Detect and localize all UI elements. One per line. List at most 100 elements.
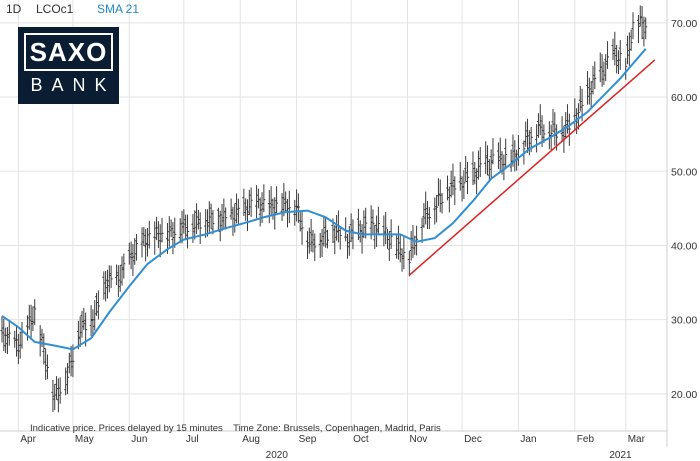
y-tick-label: 60.00 (671, 92, 697, 104)
price-bar (102, 271, 106, 300)
price-bar (629, 29, 633, 51)
price-bar (360, 224, 364, 254)
price-bar (387, 231, 391, 261)
price-bar (145, 227, 149, 257)
price-bar (322, 215, 326, 247)
price-bar (282, 183, 286, 217)
price-bar (553, 112, 557, 146)
price-bar (45, 354, 49, 380)
price-bar (298, 211, 302, 232)
price-bar (93, 300, 97, 331)
price-bar (287, 190, 291, 224)
price-bar (535, 124, 539, 153)
price-bar (247, 189, 251, 216)
price-bar (195, 203, 199, 234)
symbol-label[interactable]: LCOc1 (36, 2, 74, 16)
price-bar (451, 163, 455, 196)
price-bar (611, 38, 615, 60)
price-bar (82, 307, 86, 330)
price-bar (91, 309, 95, 335)
price-bar (7, 319, 11, 346)
price-bar (135, 233, 139, 261)
price-bar (484, 141, 488, 175)
price-bar (293, 199, 297, 226)
x-tick-label: Sep (299, 434, 317, 445)
price-bar (415, 225, 419, 256)
price-bar (307, 227, 311, 254)
price-bar (33, 299, 37, 326)
price-bar (209, 203, 213, 229)
price-bar (178, 218, 182, 244)
price-bar (638, 5, 642, 27)
price-bar (547, 121, 551, 150)
sma-21-line (1, 48, 647, 351)
timeframe-label[interactable]: 1D (6, 2, 22, 16)
price-bar (589, 81, 593, 108)
price-bar (169, 219, 173, 238)
price-bar (236, 198, 240, 225)
price-bar (31, 306, 35, 332)
price-bar (218, 210, 222, 242)
price-bar (242, 188, 246, 217)
price-bar (476, 150, 480, 180)
price-bar (0, 316, 4, 343)
price-bar (142, 227, 146, 247)
price-bar (536, 113, 540, 138)
price-bar (180, 210, 184, 244)
trend-line[interactable] (408, 59, 656, 276)
price-bar (295, 189, 299, 222)
price-bar (487, 158, 491, 183)
price-bar (185, 214, 189, 249)
price-bar (144, 229, 148, 262)
price-bar (147, 220, 151, 249)
x-tick-label: May (75, 434, 94, 445)
price-bar (466, 161, 470, 195)
x-tick-label: Jan (520, 434, 536, 445)
price-bar (447, 186, 451, 213)
price-bar (160, 217, 164, 243)
price-bar (267, 190, 271, 224)
x-tick-label: Jun (131, 434, 147, 445)
price-bar (413, 235, 417, 255)
price-bar (382, 215, 386, 247)
price-bar (2, 318, 6, 352)
price-bar (122, 253, 126, 279)
price-bar (127, 242, 131, 265)
price-bar (320, 228, 324, 257)
price-bar (464, 155, 468, 182)
price-bar (171, 222, 175, 255)
price-bar (324, 218, 328, 248)
price-bar (593, 61, 597, 90)
price-bar (153, 221, 157, 255)
price-bar (271, 198, 275, 220)
price-bar (262, 184, 266, 213)
price-bar (205, 209, 209, 237)
price-bar (216, 207, 220, 232)
indicator-label[interactable]: SMA 21 (97, 2, 140, 16)
price-bar (402, 236, 406, 270)
saxo-bank-logo: SAXO BANK (18, 27, 119, 104)
price-bar (576, 103, 580, 130)
x-tick-label: Oct (353, 434, 369, 445)
price-bar (196, 209, 200, 230)
price-bar (446, 175, 450, 201)
price-bar (395, 235, 399, 259)
price-bar (44, 348, 48, 380)
price-bar (426, 201, 430, 230)
price-bar (538, 104, 542, 136)
price-bar (95, 292, 99, 316)
price-bar (275, 186, 279, 214)
price-bar (116, 265, 120, 298)
price-bar (566, 104, 570, 134)
x-tick-label: Feb (577, 434, 595, 445)
price-bar (471, 151, 475, 186)
price-bar (311, 229, 315, 253)
price-bar (249, 187, 253, 217)
price-bar (587, 77, 591, 105)
price-bar (338, 225, 342, 250)
price-bar (509, 149, 513, 172)
price-bar (13, 330, 17, 348)
price-bar (89, 305, 93, 337)
price-bar (15, 325, 19, 357)
